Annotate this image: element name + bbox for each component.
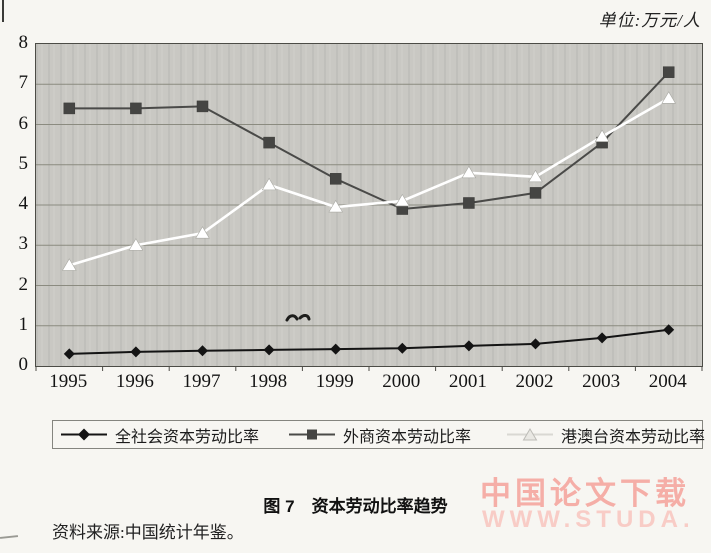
data-point-diamond [463,340,475,352]
data-point-square [263,136,275,149]
watermark-line2: WWW.STUDA. [482,506,695,533]
legend-marker-triangle-icon [507,428,554,441]
legend-label-hkmt: 港澳台资本劳动比率 [561,428,706,446]
unit-label: 单位:万元/人 [598,11,701,30]
data-point-triangle [661,91,677,104]
y-axis-label: 8 [18,32,29,53]
x-axis-label: 1998 [249,371,288,392]
data-point-diamond [330,343,342,355]
legend: 全社会资本劳动比率 外商资本劳动比率 港澳台资本劳动比率 [52,420,705,449]
data-point-square [463,197,475,209]
x-axis-label: 2000 [382,371,421,392]
data-point-square [130,102,142,115]
y-axis-label: 3 [18,233,29,255]
x-axis-label: 1997 [182,371,221,392]
figure-caption: 图 7 资本劳动比率趋势 [263,497,448,516]
data-point-triangle [261,177,277,191]
data-point-square [529,187,542,199]
scan-artifact-top-left [2,0,4,22]
data-point-diamond [197,345,208,357]
legend-label-society: 全社会资本劳动比率 [115,428,260,446]
legend-item-hkmt: 港澳台资本劳动比率 [507,423,705,447]
scan-artifact-bottom-left [0,535,19,539]
x-axis-label: 1996 [115,371,154,392]
data-point-triangle [195,226,210,239]
data-point-diamond [530,338,541,350]
series-line-triangle [68,97,670,267]
legend-label-foreign: 外商资本劳动比率 [343,428,472,446]
x-axis-label: 2003 [582,371,621,392]
legend-marker-diamond-icon [61,428,107,441]
data-point-square [329,173,342,185]
y-axis-label: 4 [18,193,29,214]
data-point-square [63,102,76,115]
x-axis-label: 2002 [515,371,554,392]
data-point-triangle [128,238,144,251]
chart-layers [35,66,703,371]
y-axis-label: 7 [18,72,29,94]
data-point-triangle [594,129,610,142]
x-axis-label: 2004 [648,371,687,392]
legend-item-society: 全社会资本劳动比率 [61,423,259,447]
data-point-triangle [61,258,77,271]
ink-smudge [285,314,311,322]
data-point-diamond [263,344,275,356]
y-axis-label: 2 [18,273,29,295]
series-line-diamond [69,328,669,355]
data-point-triangle [461,165,477,179]
data-point-triangle [528,169,543,183]
data-point-diamond [63,348,75,360]
data-point-triangle [394,193,410,207]
legend-item-foreign: 外商资本劳动比率 [289,423,471,447]
watermark-line1: 中国论文下载 [480,476,690,511]
data-point-triangle [328,199,344,213]
y-axis-label: 5 [18,152,29,174]
data-source: 资料来源:中国统计年鉴。 [52,523,244,542]
legend-marker-square-icon [289,429,336,440]
data-point-square [662,66,675,78]
data-point-diamond [596,332,608,344]
y-axis-label: 1 [18,313,29,335]
y-axis-label: 6 [18,112,29,134]
data-point-diamond [663,324,675,336]
chart-plot-area [35,43,703,371]
data-point-square [196,100,209,113]
x-axis-label: 1999 [315,371,354,392]
y-axis-label: 0 [18,354,29,375]
data-point-diamond [396,342,408,354]
x-axis-label: 1995 [49,371,88,392]
chart-svg [35,66,703,371]
data-point-diamond [130,346,142,358]
x-axis-label: 2001 [448,371,487,392]
series-line-square [69,71,670,211]
